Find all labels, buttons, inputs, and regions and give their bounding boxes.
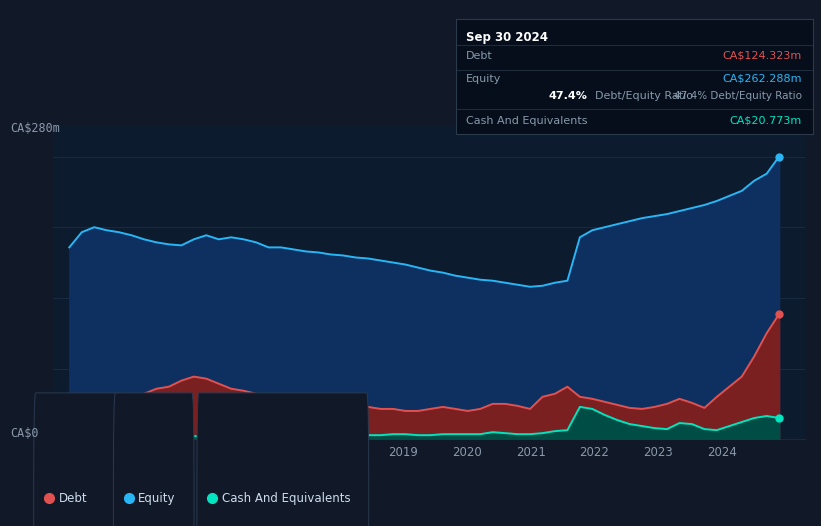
Text: Equity: Equity (466, 74, 502, 84)
Text: CA$124.323m: CA$124.323m (722, 50, 802, 60)
FancyBboxPatch shape (113, 393, 194, 526)
Text: CA$262.288m: CA$262.288m (722, 74, 802, 84)
Text: Debt/Equity Ratio: Debt/Equity Ratio (595, 90, 693, 100)
Text: CA$280m: CA$280m (10, 123, 60, 135)
FancyBboxPatch shape (197, 393, 369, 526)
Text: CA$20.773m: CA$20.773m (730, 116, 802, 126)
Text: Cash And Equivalents: Cash And Equivalents (466, 116, 588, 126)
Text: Debt: Debt (466, 50, 493, 60)
Text: 47.4%: 47.4% (549, 90, 588, 100)
Text: Equity: Equity (139, 492, 176, 505)
Text: CA$0: CA$0 (10, 428, 39, 440)
FancyBboxPatch shape (34, 393, 122, 526)
Text: Cash And Equivalents: Cash And Equivalents (222, 492, 351, 505)
Text: 47.4% Debt/Equity Ratio: 47.4% Debt/Equity Ratio (674, 90, 802, 100)
Text: Debt: Debt (58, 492, 87, 505)
Text: Sep 30 2024: Sep 30 2024 (466, 31, 548, 44)
